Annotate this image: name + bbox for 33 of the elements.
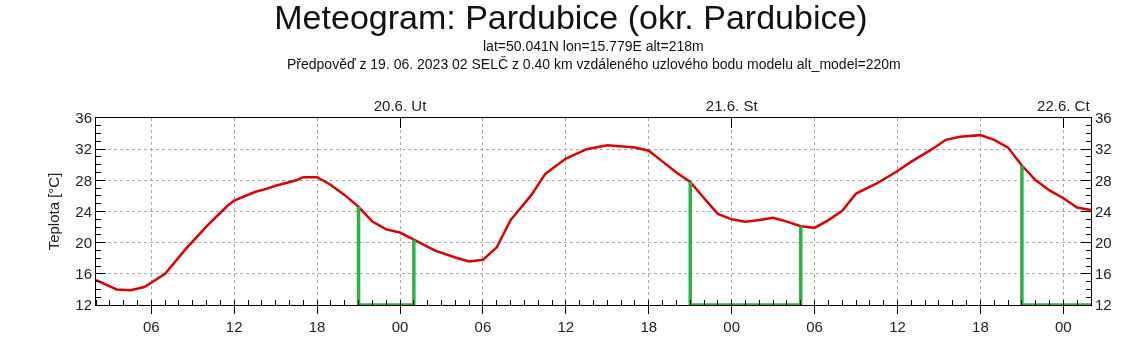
x2-tick-label: 20.6. Ut (373, 97, 428, 114)
y2-tick-label: 24 (1095, 202, 1112, 220)
x-tick-label: 18 (308, 318, 326, 335)
x-tick-label: 12 (557, 318, 575, 335)
x-tick-label: 06 (142, 318, 160, 335)
y-tick-label: 20 (75, 233, 92, 251)
y-tick-label: 12 (75, 296, 92, 314)
x-tick-label: 06 (806, 318, 823, 335)
x-tick-label: 18 (972, 318, 989, 335)
x-tick-label: 00 (391, 318, 409, 335)
x2-tick-label: 22.6. Ct (1037, 97, 1091, 114)
y-tick-label: 24 (75, 202, 92, 220)
x-tick-label: 12 (225, 318, 243, 335)
y-tick-label: 16 (75, 265, 92, 283)
y-axis-title: Teplota [°C] (44, 172, 62, 251)
x-tick-label: 00 (723, 318, 741, 335)
y2-tick-label: 28 (1095, 171, 1112, 189)
y2-tick-label: 12 (1095, 296, 1112, 314)
y-tick-label: 36 (75, 109, 92, 127)
y-tick-label: 32 (75, 140, 92, 158)
x-tick-label: 18 (640, 318, 658, 335)
x-tick-label: 06 (474, 318, 492, 335)
chart-title: Meteogram: Pardubice (okr. Pardubice) (274, 0, 868, 36)
line-series (96, 133, 1091, 292)
y2-tick-label: 20 (1095, 233, 1112, 251)
x2-tick-label: 21.6. St (705, 97, 759, 114)
y2-tick-label: 36 (1095, 109, 1112, 127)
y2-tick-label: 32 (1095, 140, 1112, 158)
x-tick-label: 12 (889, 318, 906, 335)
x-tick-label: 00 (1055, 318, 1072, 335)
y2-tick-label: 16 (1095, 265, 1112, 283)
chart-subtitle: lat=50.041N lon=15.779E alt=218m Předpověď z 19. 06. 2023 02 SELČ z 0.40 km vzdáleného uzlového bodu modelu alt_model=220m (287, 38, 901, 72)
y-tick-label: 28 (75, 171, 92, 189)
